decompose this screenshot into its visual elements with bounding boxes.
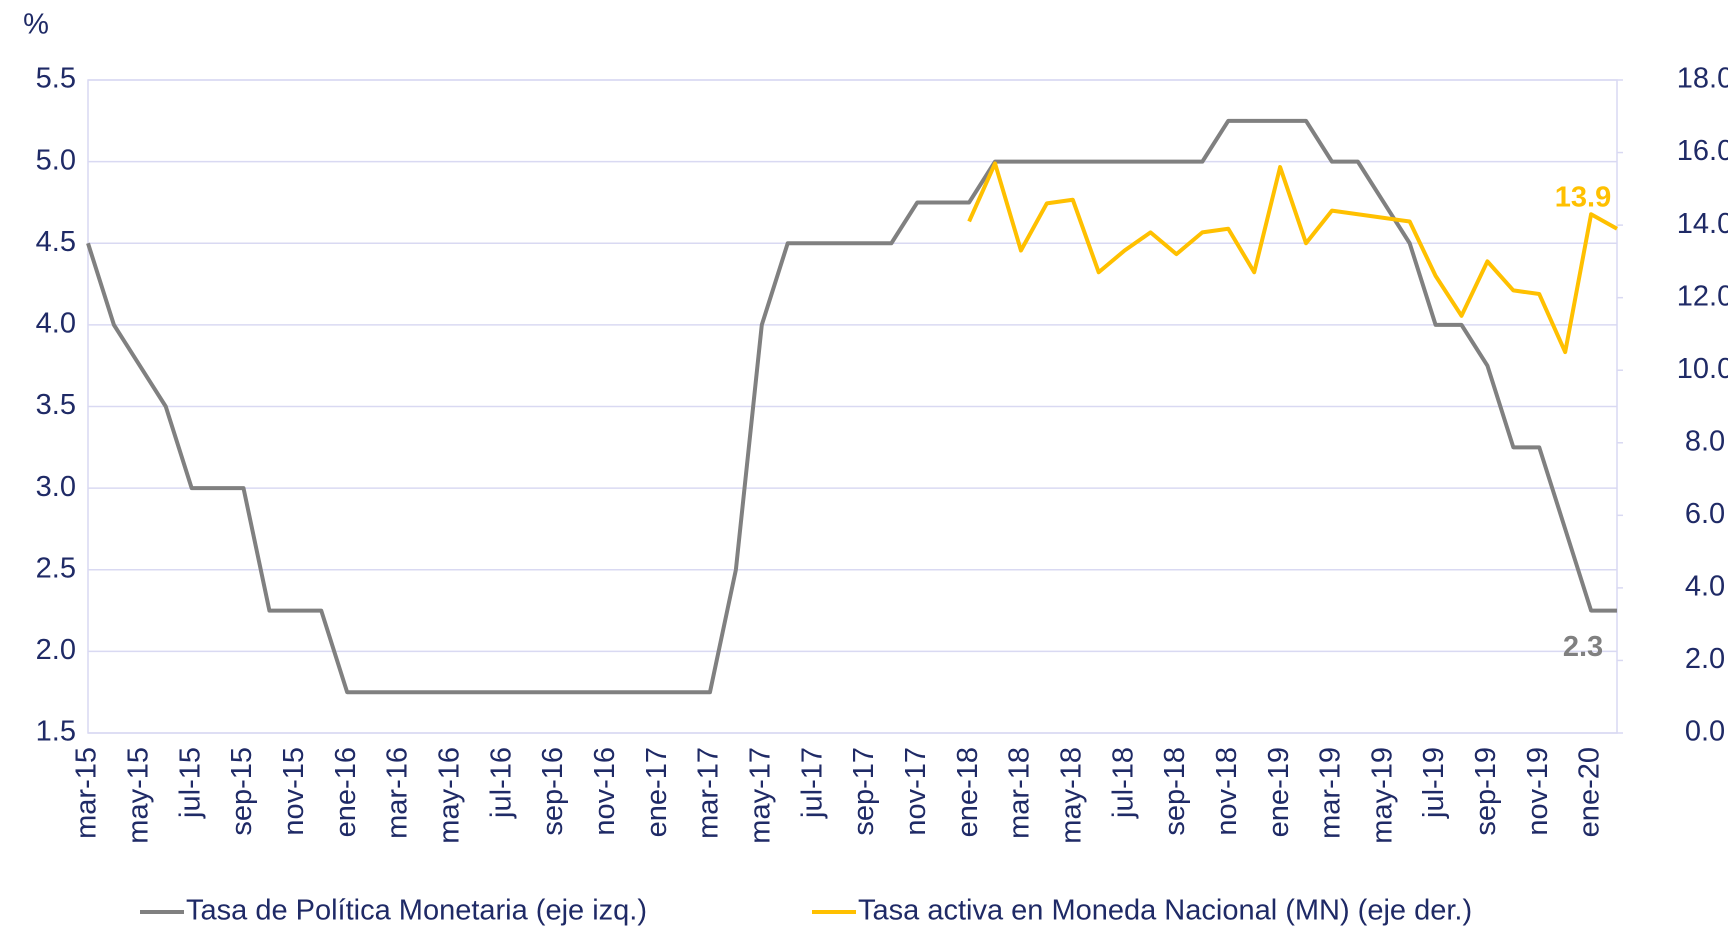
y2-tick-label: 4.0: [1685, 571, 1725, 603]
x-tick-label: jul-15: [174, 747, 206, 819]
x-tick-label: sep-15: [226, 747, 258, 836]
y-tick-label: 1.5: [36, 716, 76, 748]
x-tick-label: nov-18: [1211, 747, 1243, 836]
x-tick-label: mar-18: [1004, 747, 1036, 839]
x-tick-label: mar-17: [693, 747, 725, 839]
data-label: 13.9: [1555, 181, 1611, 213]
data-label: 2.3: [1563, 631, 1603, 663]
y2-tick-label: 2.0: [1685, 643, 1725, 675]
y-tick-label: 2.0: [36, 634, 76, 666]
x-tick-label: sep-19: [1470, 747, 1502, 836]
x-tick-label: nov-16: [589, 747, 621, 836]
y2-tick-label: 14.0: [1677, 208, 1728, 240]
x-tick-label: mar-16: [382, 747, 414, 839]
x-tick-label: ene-17: [641, 747, 673, 837]
y-tick-label: 5.0: [36, 144, 76, 176]
x-tick-label: may-19: [1366, 747, 1398, 844]
x-tick-label: jul-17: [796, 747, 828, 819]
y2-tick-label: 12.0: [1677, 280, 1728, 312]
y-tick-label: 4.0: [36, 308, 76, 340]
x-tick-label: may-18: [1055, 747, 1087, 844]
legend-label: Tasa de Política Monetaria (eje izq.): [186, 895, 647, 927]
y2-tick-label: 8.0: [1685, 425, 1725, 457]
x-tick-label: may-17: [744, 747, 776, 844]
y2-tick-label: 0.0: [1685, 716, 1725, 748]
y-tick-label: 4.5: [36, 226, 76, 258]
x-tick-label: nov-15: [278, 747, 310, 836]
x-tick-label: sep-17: [848, 747, 880, 836]
series-line: [967, 161, 1618, 355]
x-tick-label: ene-20: [1574, 747, 1606, 837]
x-tick-label: ene-16: [330, 747, 362, 837]
y2-tick-label: 18.0: [1677, 63, 1728, 95]
y-tick-label: 3.0: [36, 471, 76, 503]
x-tick-label: ene-19: [1263, 747, 1295, 837]
x-tick-label: mar-15: [71, 747, 103, 839]
plot-frame: [87, 79, 1618, 734]
x-tick-label: sep-16: [537, 747, 569, 836]
x-tick-label: mar-19: [1315, 747, 1347, 839]
y-tick-label: 2.5: [36, 552, 76, 584]
x-tick-label: may-15: [122, 747, 154, 844]
y2-tick-label: 6.0: [1685, 498, 1725, 530]
series-line: [86, 118, 1617, 695]
x-tick-label: may-16: [433, 747, 465, 844]
legend-label: Tasa activa en Moneda Nacional (MN) (eje…: [858, 895, 1472, 927]
x-tick-label: jul-18: [1107, 747, 1139, 819]
x-tick-label: nov-19: [1522, 747, 1554, 836]
y2-tick-label: 16.0: [1677, 135, 1728, 167]
x-tick-label: sep-18: [1159, 747, 1191, 836]
x-tick-label: ene-18: [952, 747, 984, 837]
x-tick-label: jul-16: [485, 747, 517, 819]
y-tick-label: 3.5: [36, 389, 76, 421]
y-tick-label: 5.5: [36, 63, 76, 95]
y2-tick-label: 10.0: [1677, 353, 1728, 385]
x-tick-label: nov-17: [900, 747, 932, 836]
x-tick-label: jul-19: [1418, 747, 1450, 819]
y-axis-label: %: [23, 9, 49, 41]
